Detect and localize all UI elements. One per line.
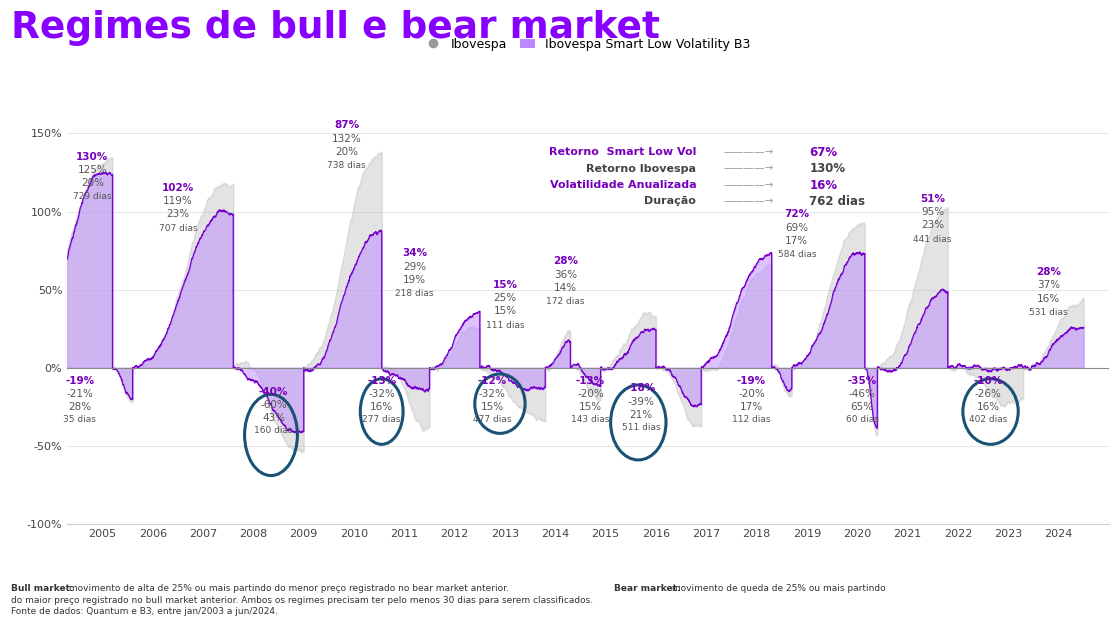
Text: 15%: 15% <box>494 306 516 316</box>
Text: 23%: 23% <box>921 220 944 230</box>
Text: 15%: 15% <box>493 280 517 289</box>
Text: Bear market:: Bear market: <box>614 584 680 593</box>
Text: -19%: -19% <box>65 376 94 385</box>
Text: Retorno Ibovespa: Retorno Ibovespa <box>586 164 697 174</box>
Text: 19%: 19% <box>403 275 426 285</box>
Text: 43%: 43% <box>262 413 286 423</box>
Text: Bull market:: Bull market: <box>11 584 74 593</box>
Text: ————→: ————→ <box>724 180 774 190</box>
Text: 36%: 36% <box>553 270 577 279</box>
Text: ————→: ————→ <box>724 147 774 157</box>
Text: Retorno  Smart Low Vol: Retorno Smart Low Vol <box>549 147 697 157</box>
Text: -39%: -39% <box>627 397 654 406</box>
Text: -26%: -26% <box>974 389 1001 399</box>
Text: 35 dias: 35 dias <box>64 415 96 424</box>
Text: Duração: Duração <box>644 196 697 206</box>
Text: 28%: 28% <box>553 256 578 266</box>
Text: 102%: 102% <box>161 183 194 193</box>
Text: 20%: 20% <box>81 178 104 188</box>
Text: movimento de queda de 25% ou mais partindo: movimento de queda de 25% ou mais partin… <box>669 584 885 593</box>
Text: 15%: 15% <box>480 402 504 412</box>
Text: 16%: 16% <box>977 402 999 412</box>
Text: 111 dias: 111 dias <box>486 321 524 330</box>
Text: 277 dias: 277 dias <box>363 415 401 424</box>
Text: 160 dias: 160 dias <box>254 426 292 435</box>
Text: 511 dias: 511 dias <box>622 423 660 432</box>
Text: ————→: ————→ <box>724 164 774 174</box>
Text: -32%: -32% <box>368 389 395 399</box>
Text: 707 dias: 707 dias <box>159 224 197 233</box>
Text: 28%: 28% <box>68 402 92 412</box>
Text: 87%: 87% <box>334 120 360 130</box>
Text: Fonte de dados: Quantum e B3, entre jan/2003 a jun/2024.: Fonte de dados: Quantum e B3, entre jan/… <box>11 607 278 616</box>
Text: 95%: 95% <box>921 207 944 217</box>
Text: 402 dias: 402 dias <box>969 415 1007 424</box>
Text: 15%: 15% <box>579 402 603 412</box>
Text: 23%: 23% <box>167 210 189 219</box>
Text: 132%: 132% <box>332 134 362 144</box>
Text: -21%: -21% <box>66 389 93 399</box>
Text: 119%: 119% <box>164 196 193 206</box>
Text: -46%: -46% <box>849 389 876 399</box>
Text: Volatilidade Anualizada: Volatilidade Anualizada <box>550 180 697 190</box>
Text: 72%: 72% <box>784 210 810 219</box>
Text: 17%: 17% <box>785 236 809 246</box>
Text: 172 dias: 172 dias <box>547 297 585 306</box>
Text: Regimes de bull e bear market: Regimes de bull e bear market <box>11 10 660 45</box>
Text: 25%: 25% <box>494 293 516 303</box>
Text: -40%: -40% <box>259 387 288 397</box>
Text: 531 dias: 531 dias <box>1029 308 1067 317</box>
Text: -12%: -12% <box>478 376 507 385</box>
Text: movimento de alta de 25% ou mais partindo do menor preço registrado no bear mark: movimento de alta de 25% ou mais partind… <box>66 584 512 593</box>
Text: 143 dias: 143 dias <box>571 415 609 424</box>
Text: ————→: ————→ <box>724 196 774 206</box>
Text: 16%: 16% <box>810 178 838 192</box>
Text: 16%: 16% <box>370 402 393 412</box>
Text: 37%: 37% <box>1037 281 1060 291</box>
Text: -20%: -20% <box>577 389 604 399</box>
Text: 28%: 28% <box>1036 267 1061 277</box>
Text: 29%: 29% <box>403 262 426 272</box>
Text: -10%: -10% <box>973 376 1002 385</box>
Text: 584 dias: 584 dias <box>777 250 816 259</box>
Text: -20%: -20% <box>738 389 765 399</box>
Text: 67%: 67% <box>810 146 838 158</box>
Text: -35%: -35% <box>848 376 877 385</box>
Text: do maior preço registrado no bull market anterior. Ambos os regimes precisam ter: do maior preço registrado no bull market… <box>11 596 594 604</box>
Text: -60%: -60% <box>260 400 287 410</box>
Legend: Ibovespa, Ibovespa Smart Low Volatility B3: Ibovespa, Ibovespa Smart Low Volatility … <box>421 33 755 56</box>
Text: 130%: 130% <box>76 151 109 162</box>
Text: -13%: -13% <box>367 376 396 385</box>
Text: 21%: 21% <box>629 410 652 420</box>
Text: 69%: 69% <box>785 222 809 233</box>
Text: -19%: -19% <box>737 376 766 385</box>
Text: 125%: 125% <box>77 165 108 175</box>
Text: -32%: -32% <box>479 389 506 399</box>
Text: -13%: -13% <box>576 376 605 385</box>
Text: 14%: 14% <box>553 283 577 293</box>
Text: 20%: 20% <box>335 147 358 157</box>
Text: 218 dias: 218 dias <box>395 289 433 298</box>
Text: 477 dias: 477 dias <box>473 415 512 424</box>
Text: 34%: 34% <box>402 249 427 258</box>
Text: 16%: 16% <box>1037 294 1060 304</box>
Text: 729 dias: 729 dias <box>73 192 112 201</box>
Text: 738 dias: 738 dias <box>327 161 366 170</box>
Text: 441 dias: 441 dias <box>914 235 952 243</box>
Text: -18%: -18% <box>626 383 655 394</box>
Text: 60 dias: 60 dias <box>846 415 879 424</box>
Text: 112 dias: 112 dias <box>732 415 771 424</box>
Text: 51%: 51% <box>921 194 945 204</box>
Text: 130%: 130% <box>810 162 846 175</box>
Text: 762 dias: 762 dias <box>810 195 866 208</box>
Text: 17%: 17% <box>740 402 763 412</box>
Text: 65%: 65% <box>851 402 874 412</box>
